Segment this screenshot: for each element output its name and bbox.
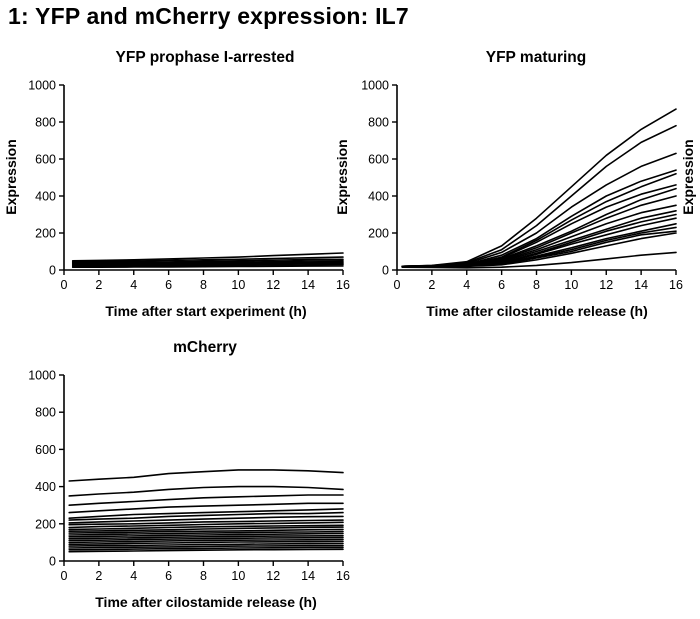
y-tick-label: 400 bbox=[368, 190, 389, 204]
series-line-10 bbox=[68, 524, 344, 531]
series-line-19 bbox=[68, 542, 344, 547]
x-tick-label: 4 bbox=[130, 569, 137, 583]
x-tick-label: 8 bbox=[533, 278, 540, 292]
chart-title: YFP maturing bbox=[486, 49, 586, 66]
series-line-5 bbox=[71, 261, 344, 266]
series-line-6 bbox=[71, 262, 344, 267]
series-line-12 bbox=[68, 528, 344, 534]
x-axis-label: Time after start experiment (h) bbox=[105, 303, 306, 319]
series-line-1 bbox=[68, 469, 344, 482]
chart-panel-3: mCherry 0 200 400 600 800 1000 0 2 4 6 8 10 12 14 16 Tim… bbox=[28, 339, 350, 610]
series-line-17 bbox=[68, 538, 344, 544]
x-axis-label: Time after cilostamide release (h) bbox=[95, 594, 317, 610]
x-tick-label: 0 bbox=[61, 278, 68, 292]
x-tick-label: 2 bbox=[95, 278, 102, 292]
x-tick-label: 12 bbox=[266, 569, 280, 583]
y-tick-label: 200 bbox=[368, 227, 389, 241]
x-tick-label: 6 bbox=[165, 569, 172, 583]
y-tick-label: 0 bbox=[49, 264, 56, 278]
x-tick-label: 14 bbox=[301, 569, 315, 583]
x-tick-label: 10 bbox=[564, 278, 578, 292]
series-line-16 bbox=[401, 232, 677, 268]
x-tick-label: 8 bbox=[200, 278, 207, 292]
y-tick-label: 1000 bbox=[28, 79, 56, 93]
series-line-20 bbox=[68, 544, 344, 549]
chart-panel-2: YFP maturing 0 200 400 600 800 1000 0 2 4 6 8 10 12 14… bbox=[334, 49, 696, 319]
y-axis-label: Expression bbox=[334, 139, 350, 214]
x-tick-label: 16 bbox=[336, 569, 350, 583]
series-line-5 bbox=[68, 508, 344, 520]
x-tick-label: 0 bbox=[394, 278, 401, 292]
y-tick-label: 600 bbox=[35, 153, 56, 167]
x-tick-label: 12 bbox=[266, 278, 280, 292]
series-line-21 bbox=[68, 546, 344, 551]
x-tick-label: 4 bbox=[463, 278, 470, 292]
series-line-8 bbox=[68, 519, 344, 526]
y-tick-label: 200 bbox=[35, 227, 56, 241]
x-tick-label: 0 bbox=[61, 569, 68, 583]
y-tick-label: 400 bbox=[35, 190, 56, 204]
series-line-7 bbox=[71, 263, 344, 268]
x-tick-label: 14 bbox=[634, 278, 648, 292]
y-tick-label: 400 bbox=[35, 480, 56, 494]
series-line-16 bbox=[68, 536, 344, 542]
series-line-1 bbox=[71, 252, 344, 262]
series-line-8 bbox=[71, 265, 344, 269]
series-line-2 bbox=[71, 256, 344, 263]
series-line-1 bbox=[401, 108, 677, 268]
y-tick-label: 1000 bbox=[28, 369, 56, 383]
y-tick-label: 0 bbox=[382, 264, 389, 278]
series-line-4 bbox=[71, 259, 344, 265]
y-tick-label: 200 bbox=[35, 517, 56, 531]
series-line-3 bbox=[68, 494, 344, 507]
x-tick-label: 8 bbox=[200, 569, 207, 583]
series-line-9 bbox=[68, 521, 344, 529]
y-tick-label: 800 bbox=[35, 406, 56, 420]
series-line-14 bbox=[68, 532, 344, 538]
y-axis-label: Expression bbox=[3, 139, 19, 214]
series-line-15 bbox=[68, 534, 344, 540]
series-line-11 bbox=[68, 526, 344, 533]
chart-title: mCherry bbox=[173, 339, 237, 356]
y-tick-label: 0 bbox=[49, 555, 56, 569]
x-tick-label: 4 bbox=[130, 278, 137, 292]
y-tick-label: 600 bbox=[35, 443, 56, 457]
series-line-18 bbox=[68, 540, 344, 546]
y-tick-label: 600 bbox=[368, 153, 389, 167]
x-tick-label: 14 bbox=[301, 278, 315, 292]
x-tick-label: 12 bbox=[599, 278, 613, 292]
series-line-17 bbox=[401, 251, 677, 269]
series-line-6 bbox=[68, 511, 344, 521]
chart-panel-1: YFP prophase I-arrested 0 200 400 600 800 1000… bbox=[3, 49, 350, 319]
x-tick-label: 2 bbox=[428, 278, 435, 292]
x-tick-label: 16 bbox=[336, 278, 350, 292]
y-tick-label: 800 bbox=[35, 116, 56, 130]
series-line-22 bbox=[68, 548, 344, 553]
page-title: 1: YFP and mCherry expression: IL7 bbox=[8, 3, 409, 29]
x-axis-label: Time after cilostamide release (h) bbox=[426, 303, 648, 319]
x-tick-label: 10 bbox=[231, 569, 245, 583]
y-tick-label: 1000 bbox=[361, 79, 389, 93]
series-line-7 bbox=[68, 515, 344, 524]
x-tick-label: 2 bbox=[95, 569, 102, 583]
y-axis-label-secondary: Expression bbox=[680, 139, 696, 214]
x-tick-label: 10 bbox=[231, 278, 245, 292]
x-tick-label: 6 bbox=[165, 278, 172, 292]
series-line-13 bbox=[68, 530, 344, 536]
series-line-2 bbox=[68, 485, 344, 497]
chart-title: YFP prophase I-arrested bbox=[116, 49, 295, 66]
y-tick-label: 800 bbox=[368, 116, 389, 130]
series-line-4 bbox=[68, 502, 344, 514]
x-tick-label: 16 bbox=[669, 278, 683, 292]
x-tick-label: 6 bbox=[498, 278, 505, 292]
